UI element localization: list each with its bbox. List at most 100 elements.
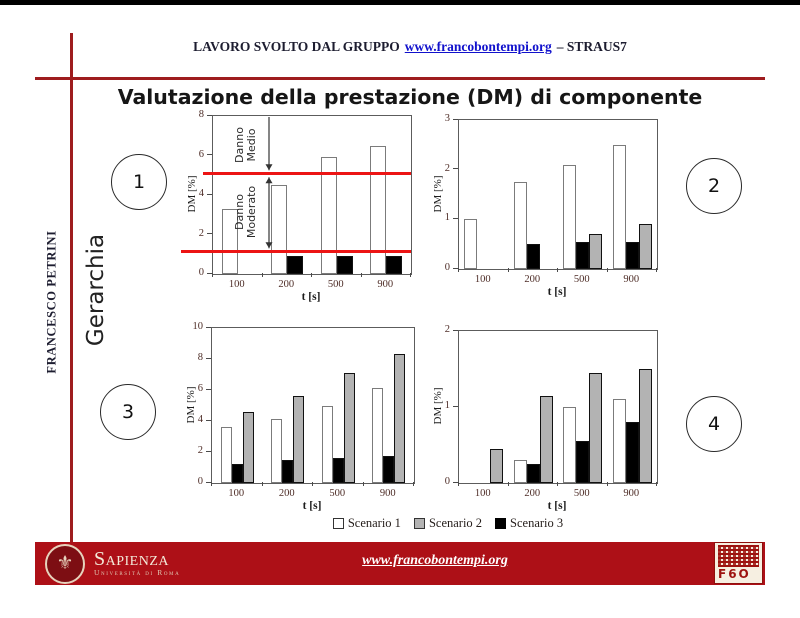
fbo-logo: F6O: [714, 542, 763, 584]
chart-3-y-tick-label: 0: [197, 476, 203, 487]
chart-1-y-tick-label: 4: [198, 188, 204, 199]
chart-1-y-tick-label: 2: [198, 227, 204, 239]
sapienza-wordmark: Sapienza Università di Roma: [94, 547, 181, 577]
sapienza-emblem-icon: ⚜: [45, 543, 85, 584]
chart-2-y-tick: [453, 267, 458, 269]
fbo-seal-pattern-icon: [718, 545, 759, 567]
chart-4-y-tick: [453, 481, 458, 483]
legend-swatch-gray-icon: [413, 518, 425, 529]
chart-2-x-tick: [606, 268, 608, 272]
chart-2-x-tick-label: 900: [623, 274, 640, 285]
chart-1-y-tick: [207, 233, 212, 234]
chart-2-y-tick: [453, 118, 458, 120]
sapienza-subtitle: Università di Roma: [94, 567, 181, 577]
chart-1-y-tick-label: 6: [198, 148, 204, 160]
chart-2-x-tick-label: 100: [474, 274, 491, 285]
header-link[interactable]: www.francobontempi.org: [404, 39, 552, 54]
chart-3-y-tick: [206, 388, 211, 390]
chart-3-x-tick: [312, 482, 313, 486]
chart-2-bar-scenario-3-500: [576, 241, 590, 269]
chart-1-x-tick-label: 200: [278, 279, 295, 290]
slide-header: LAVORO SVOLTO DAL GRUPPO www.francobontem…: [80, 39, 740, 55]
chart-3-y-tick-label: 6: [197, 383, 203, 394]
legend-label-scenario-2: Scenario 2: [428, 516, 483, 530]
chart-number-badge-2: 2: [686, 158, 742, 214]
chart-2-y-tick: [453, 168, 458, 170]
chart-4-y-tick-label: 2: [444, 324, 450, 335]
chart-4-y-axis-label: DM [%]: [432, 387, 444, 425]
chart-4-y-tick: [453, 405, 458, 407]
chart-1-bar-scenario-3-500: [336, 256, 353, 274]
legend-item-scenario-2: Scenario 2: [413, 516, 483, 531]
chart-1-y-tick-label: 8: [198, 109, 204, 120]
chart-1-x-tick: [311, 273, 312, 277]
chart-3-y-tick: [206, 481, 211, 483]
chart-1-threshold-danno-medio: [203, 171, 411, 175]
chart-2-x-axis-label: t [s]: [547, 286, 567, 298]
chart-3-bar-scenario-3-900: [383, 455, 395, 483]
legend-label-scenario-3: Scenario 3: [510, 516, 564, 530]
chart-1-bar-scenario-1-200: [271, 185, 288, 274]
chart-2-x-tick: [507, 268, 509, 272]
legend-swatch-white-icon: [332, 518, 344, 529]
legend-swatch-black-icon: [495, 518, 507, 529]
chart-2-x-tick-label: 200: [524, 274, 541, 285]
chart-3-bar-scenario-1-200: [271, 419, 283, 483]
chart-3-y-tick: [206, 357, 211, 359]
chart-1-annotation-danno-moderato: Danno Moderato: [233, 186, 258, 239]
chart-4-x-tick: [458, 482, 459, 486]
chart-1-y-tick: [207, 154, 212, 155]
chart-4-x-tick: [656, 482, 657, 486]
chart-1-y-tick: [207, 193, 212, 195]
chart-2-y-tick-label: 2: [444, 162, 450, 174]
chart-4-x-tick-label: 100: [474, 488, 491, 499]
chart-3-x-tick: [413, 482, 414, 486]
chart-2-bar-scenario-1-900: [612, 144, 626, 269]
chart-1-y-axis-label: DM [%]: [186, 175, 198, 213]
chart-2-bar-scenario-3-900: [625, 241, 639, 269]
badge-1-number: 1: [132, 171, 146, 193]
chart-1-y-tick-label: 0: [198, 267, 204, 278]
chart-1-x-tick: [261, 273, 263, 277]
chart-1-bar-scenario-1-500: [320, 157, 337, 274]
chart-legend: Scenario 1 Scenario 2 Scenario 3: [298, 516, 598, 531]
chart-1-y-tick: [207, 114, 212, 116]
chart-4-bar-scenario-1-200: [513, 460, 527, 483]
chart-4-x-tick-label: 900: [623, 488, 640, 499]
chart-4-bar-scenario-2-500: [589, 372, 603, 483]
chart-3-y-tick: [206, 326, 211, 328]
footer-bar: ⚜ Sapienza Università di Roma www.franco…: [35, 542, 765, 585]
window-top-edge: [0, 0, 800, 5]
chart-2-bar-scenario-1-500: [563, 164, 577, 269]
chart-3-bar-scenario-3-100: [231, 464, 243, 483]
chart-1-x-axis-label: t [s]: [301, 291, 321, 303]
chart-3-x-axis-label: t [s]: [302, 500, 322, 512]
chart-4-y-tick-label: 0: [444, 476, 450, 487]
chart-4-x-tick: [557, 482, 558, 486]
chart-3-y-tick: [206, 419, 211, 421]
chart-1-x-tick-label: 500: [327, 279, 344, 290]
chart-3-bar-scenario-2-500: [343, 372, 355, 483]
chart-1-annotation-danno-medio: Danno Medio: [233, 126, 258, 163]
chart-3-plot: [211, 327, 415, 484]
chart-3-x-tick: [261, 482, 263, 486]
chart-4-bar-scenario-1-900: [612, 399, 626, 483]
page-title: Valutazione della prestazione (DM) di co…: [117, 85, 703, 109]
header-rule: [35, 77, 765, 80]
footer-link[interactable]: www.francobontempi.org: [362, 553, 508, 568]
legend-item-scenario-3: Scenario 3: [495, 516, 563, 531]
chart-3-x-tick-label: 900: [379, 488, 396, 499]
chart-2-y-tick-label: 1: [444, 212, 450, 224]
chart-2-bar-scenario-3-200: [526, 244, 540, 269]
chart-3-x-tick-label: 200: [278, 488, 295, 499]
sapienza-brand: Sapienza: [94, 547, 170, 570]
chart-3-bar-scenario-1-500: [321, 405, 333, 483]
chart-3-x-tick-label: 100: [228, 488, 245, 499]
chart-3-x-tick-label: 500: [329, 488, 346, 499]
chart-2-bar-scenario-2-500: [589, 234, 603, 269]
chart-1-x-tick: [410, 273, 411, 277]
chart-4-bar-scenario-1-500: [563, 407, 577, 483]
chart-1-x-tick-label: 100: [228, 279, 245, 290]
chart-1-bar-scenario-3-200: [287, 256, 304, 274]
